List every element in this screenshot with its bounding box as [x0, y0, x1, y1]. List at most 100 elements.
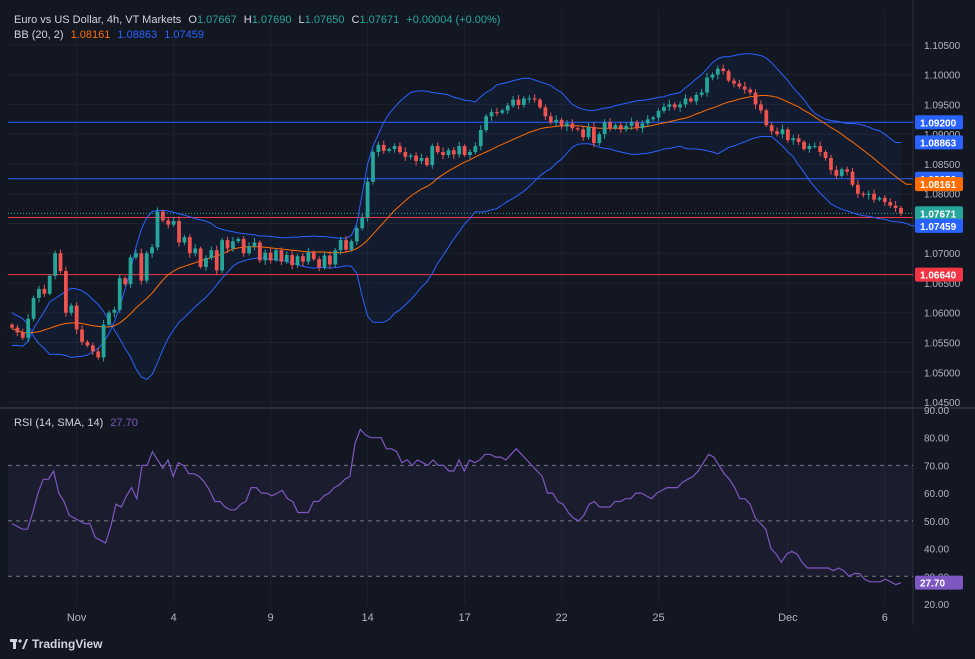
rsi-tick-label: 20.00 — [924, 600, 949, 611]
time-tick-label: 25 — [652, 612, 664, 624]
time-tick-label: Nov — [67, 612, 87, 624]
candle-body — [608, 122, 612, 129]
candle-body — [769, 125, 774, 132]
candle-body — [408, 155, 413, 157]
candle-body — [635, 122, 639, 129]
grid-lines — [0, 0, 975, 625]
candle-body — [500, 110, 505, 113]
rsi-tick-label: 80.00 — [924, 434, 949, 445]
candle-body — [58, 253, 63, 272]
candle-body — [225, 240, 230, 249]
candle-body — [516, 99, 521, 105]
time-tick-label: 6 — [882, 612, 888, 624]
candle-body — [204, 257, 208, 267]
time-axis: Nov4914172225Dec69 — [67, 612, 888, 624]
candle-body — [435, 146, 440, 153]
candle-body — [360, 217, 365, 229]
horizontal-lines[interactable] — [8, 121, 913, 276]
change-value: +0.00004 (+0.00%) — [406, 14, 501, 26]
candle-body — [160, 211, 165, 221]
candle-body — [403, 152, 408, 157]
candle-body — [123, 278, 128, 285]
candle-body — [387, 149, 392, 151]
price-tick-label: 1.09500 — [924, 100, 961, 111]
candle-body — [187, 237, 192, 254]
bb-upper-value: 1.08863 — [117, 29, 158, 41]
candle-body — [220, 240, 225, 271]
candle-body — [812, 146, 817, 148]
bb-name: BB (20, 2) — [14, 29, 64, 41]
bollinger-upper-line — [11, 53, 901, 358]
candle-body — [511, 99, 515, 106]
candle-body — [26, 318, 31, 338]
rsi-tick-label: 40.00 — [924, 545, 949, 556]
candle-body — [613, 125, 618, 129]
time-tick-label: 14 — [361, 612, 373, 624]
candle-body — [624, 125, 629, 130]
candle-body — [732, 80, 736, 84]
candle-body — [877, 197, 882, 200]
candle-body — [392, 146, 397, 150]
candle-body — [775, 131, 779, 135]
candle-body — [90, 345, 95, 352]
candle-body — [656, 110, 661, 118]
candle-body — [726, 71, 731, 81]
candle-body — [764, 110, 769, 126]
candle-body — [424, 157, 429, 166]
high-label: H — [243, 14, 252, 26]
candle-body — [144, 253, 149, 281]
candle-body — [688, 98, 693, 102]
candle-body — [31, 297, 36, 319]
time-tick-label: 9 — [268, 612, 274, 624]
price-tick-label: 1.04500 — [924, 398, 961, 409]
candle-body — [236, 238, 241, 242]
candle-body — [565, 123, 569, 127]
candle-body — [866, 193, 871, 195]
level-price-badge-text: 1.09200 — [920, 118, 957, 129]
time-tick-label: Dec — [778, 612, 798, 624]
candle-body — [112, 309, 117, 313]
candle-body — [15, 327, 20, 333]
candle-body — [888, 202, 893, 206]
candle-body — [107, 312, 111, 325]
indicator-price-badge-text: 1.08161 — [920, 180, 957, 191]
candle-body — [311, 252, 316, 260]
candle-body — [53, 253, 57, 276]
candle-body — [651, 117, 656, 120]
candle-body — [683, 98, 688, 105]
candle-body — [101, 324, 106, 358]
candle-body — [478, 130, 483, 147]
candle-body — [371, 152, 375, 182]
candle-body — [47, 275, 52, 294]
indicator-price-badge-bg — [915, 218, 963, 233]
candle-body — [284, 255, 289, 262]
candle-body — [581, 129, 586, 138]
price-tick-label: 1.08500 — [924, 160, 961, 171]
price-tick-label: 1.05000 — [924, 368, 961, 379]
candle-body — [317, 259, 321, 268]
candle-body — [376, 144, 381, 153]
candle-body — [419, 157, 424, 161]
candle-body — [381, 144, 386, 151]
candle-body — [177, 221, 181, 243]
candle-body — [344, 240, 348, 250]
candle-body — [155, 211, 160, 248]
tradingview-logo[interactable]: TradingView — [10, 637, 102, 651]
candle-body — [645, 119, 650, 124]
price-tick-label: 1.10500 — [924, 41, 961, 52]
indicator-price-badge-text: 1.08863 — [920, 138, 957, 149]
time-tick-label: 17 — [458, 612, 470, 624]
candle-body — [134, 253, 138, 258]
candle-body — [694, 94, 699, 102]
candle-body — [333, 250, 338, 265]
candle-body — [20, 332, 25, 338]
branding-text: TradingView — [32, 637, 103, 651]
candle-body — [74, 305, 79, 330]
indicator-price-badge-text: 1.07671 — [920, 209, 957, 220]
price-badges: 1.092001.082501.076001.066401.088631.081… — [915, 115, 963, 590]
candle-body — [780, 129, 785, 135]
time-tick-label: 22 — [555, 612, 567, 624]
candle-body — [306, 252, 311, 262]
